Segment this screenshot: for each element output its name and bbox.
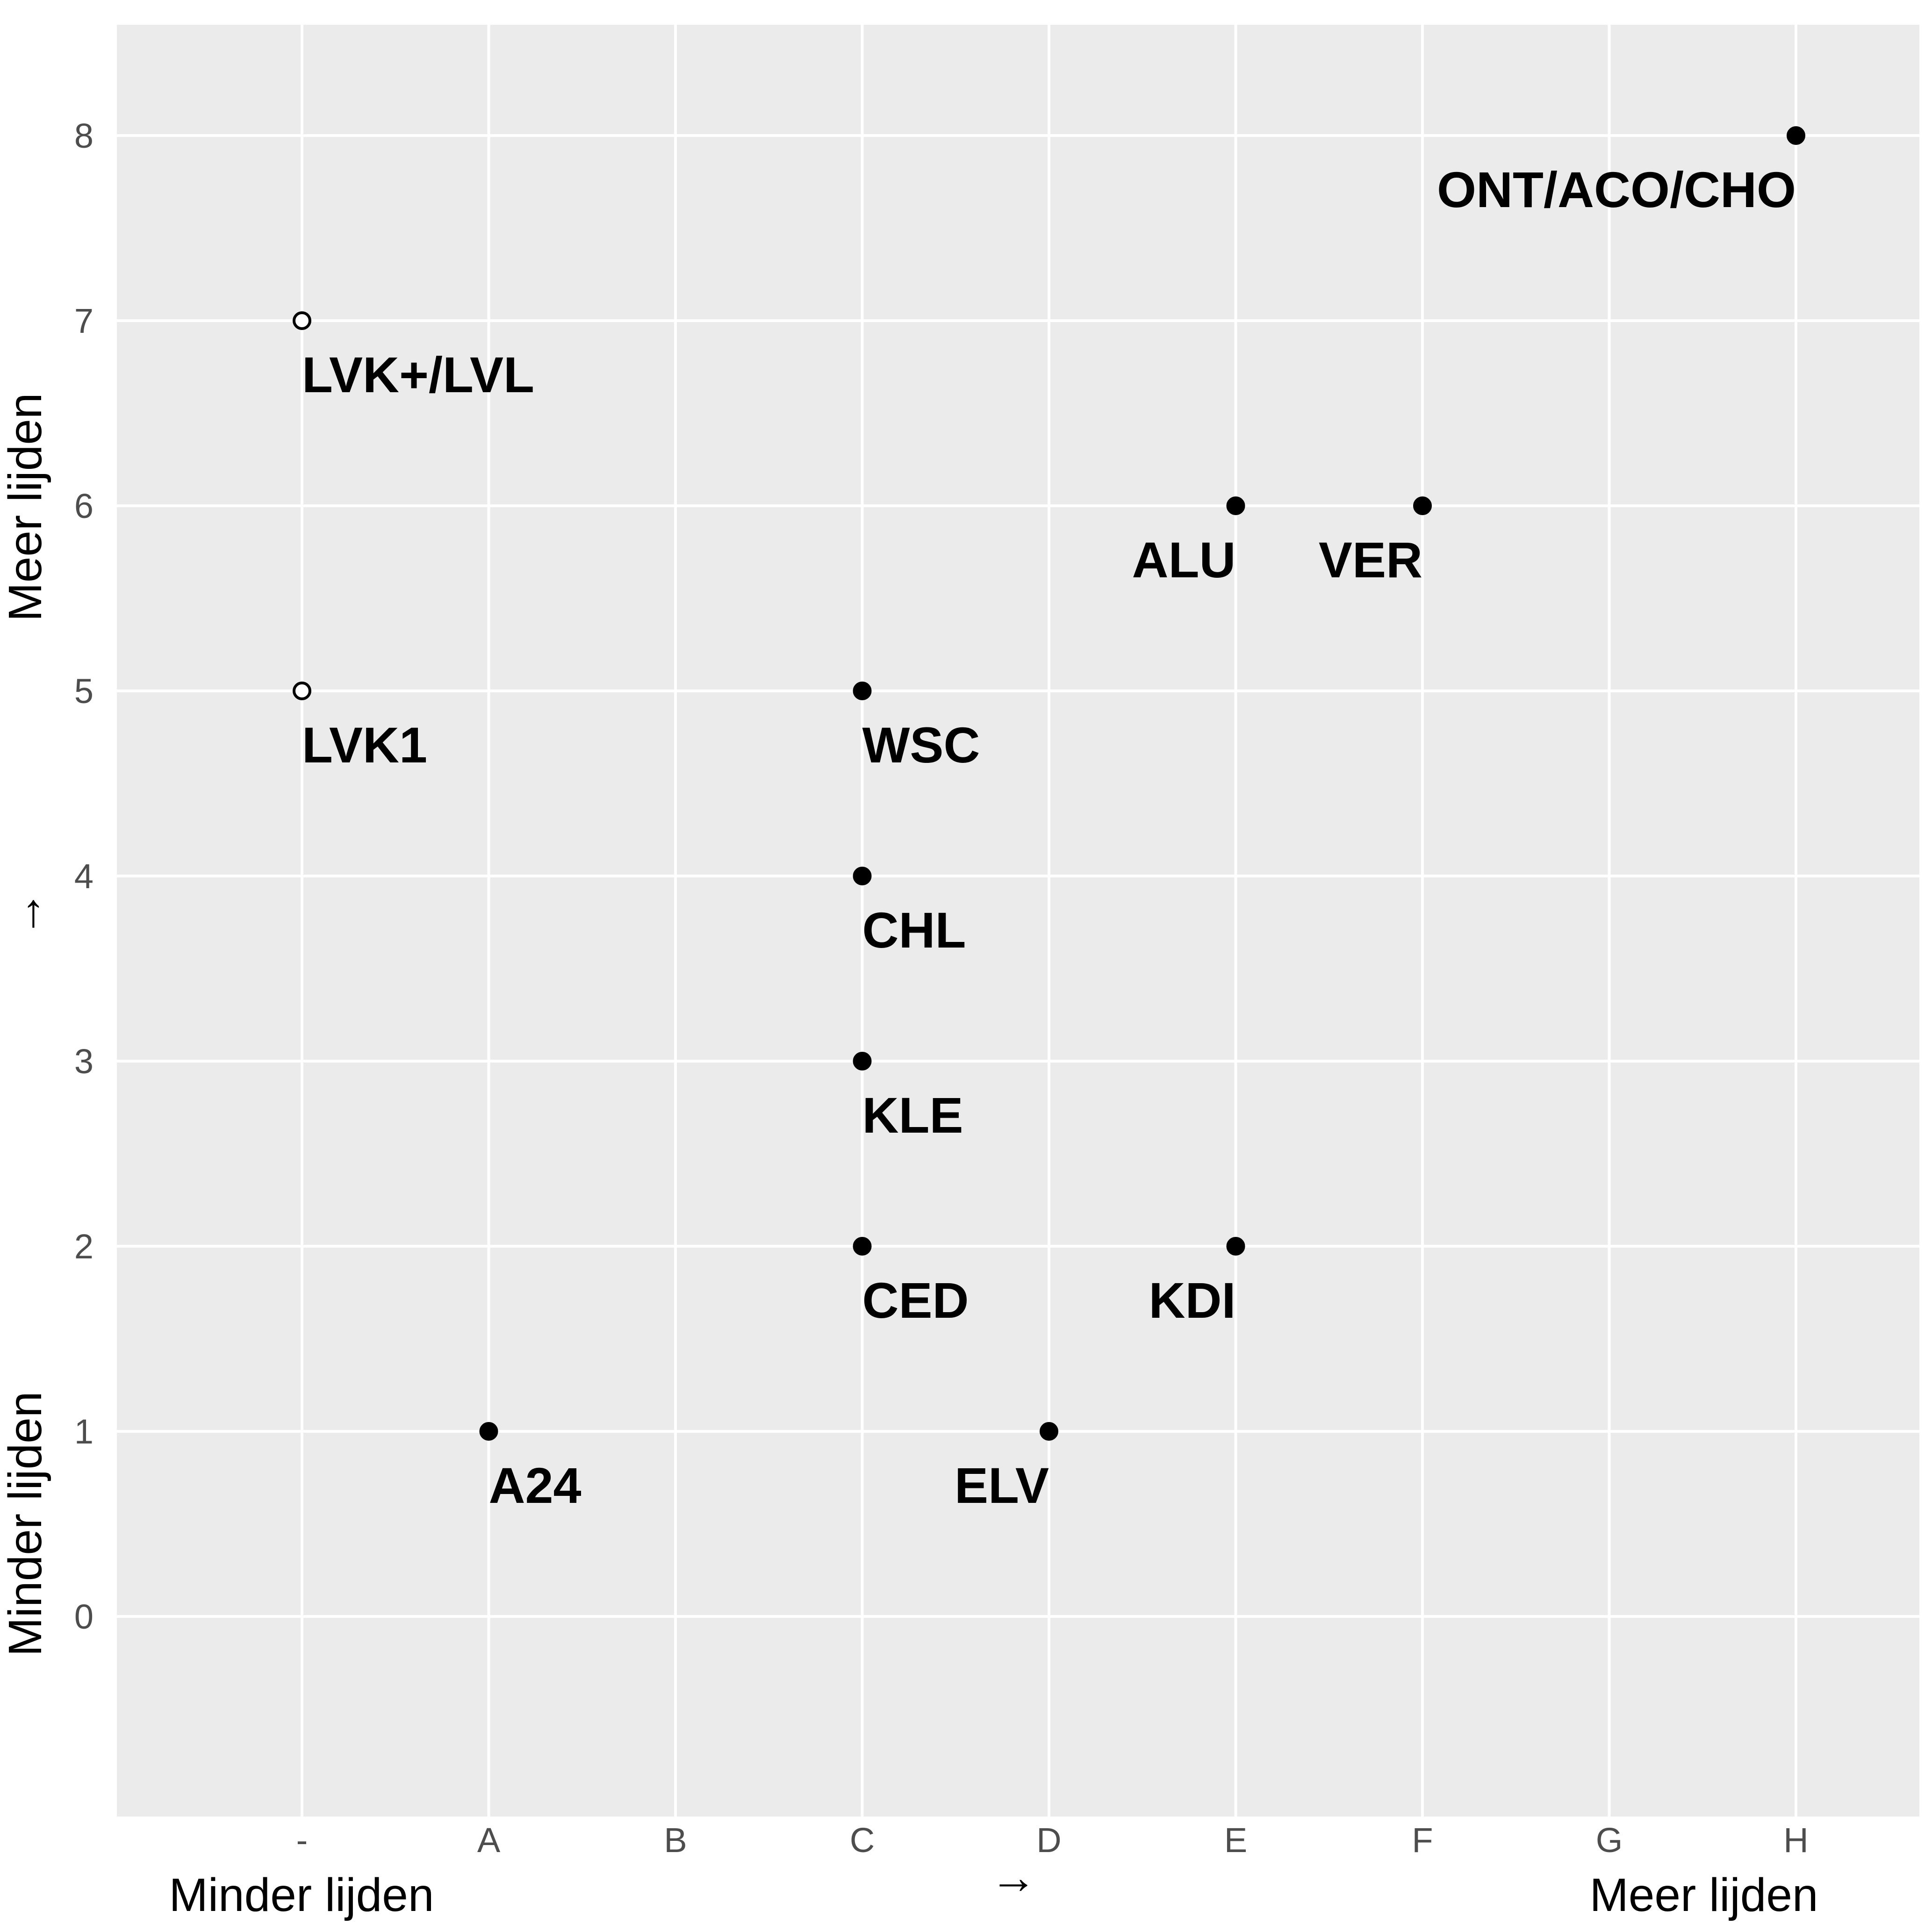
point-label: ELV xyxy=(955,1457,1049,1514)
x-tick-label: B xyxy=(664,1821,687,1860)
point-label: A24 xyxy=(489,1457,582,1514)
y-tick-label: 0 xyxy=(74,1597,93,1636)
point-label: ALU xyxy=(1132,531,1236,588)
data-point xyxy=(293,311,311,330)
y-tick-label: 4 xyxy=(74,857,93,896)
x-tick-label: F xyxy=(1412,1821,1433,1860)
x-tick-label: C xyxy=(850,1821,875,1860)
y-tick-label: 8 xyxy=(74,116,93,155)
y-axis-label-top: Meer lijden xyxy=(0,393,51,621)
plot-panel xyxy=(117,25,1919,1817)
point-label: VER xyxy=(1319,531,1422,588)
x-tick-label: G xyxy=(1596,1821,1623,1860)
point-labels: LVK+/LVL LVK1 A24 WSC CHL KLE CED ELV ALU KDI VER O… xyxy=(302,161,1796,1514)
data-point xyxy=(1226,1237,1245,1256)
point-label: CED xyxy=(862,1272,969,1329)
y-tick-label: 5 xyxy=(74,672,93,711)
data-point xyxy=(853,682,872,700)
data-point xyxy=(853,1237,872,1256)
y-axis-label-bottom: Minder lijden xyxy=(0,1392,51,1657)
point-label: KDI xyxy=(1149,1272,1236,1329)
x-tick-label: D xyxy=(1036,1821,1061,1860)
data-point xyxy=(1040,1422,1058,1441)
x-axis-label-right: Meer lijden xyxy=(1589,1869,1818,1921)
point-label: KLE xyxy=(862,1087,963,1143)
y-tick-label: 7 xyxy=(74,302,93,340)
data-points xyxy=(293,126,1805,1441)
grid-lines xyxy=(117,25,1919,1817)
y-tick-labels: 0 1 2 3 4 5 6 7 8 xyxy=(74,116,93,1636)
y-tick-label: 2 xyxy=(74,1227,93,1266)
point-label: ONT/ACO/CHO xyxy=(1437,161,1796,218)
x-tick-label: E xyxy=(1224,1821,1247,1860)
y-tick-label: 6 xyxy=(74,487,93,525)
point-label: WSC xyxy=(862,717,980,773)
x-tick-label: - xyxy=(296,1821,308,1860)
y-tick-label: 3 xyxy=(74,1042,93,1081)
data-point xyxy=(479,1422,498,1441)
x-tick-label: A xyxy=(477,1821,501,1860)
data-point xyxy=(1413,496,1432,515)
x-axis-label-left: Minder lijden xyxy=(169,1869,434,1921)
data-point xyxy=(1226,496,1245,515)
data-point xyxy=(853,867,872,885)
x-axis-arrow: → xyxy=(990,1851,1037,1903)
y-tick-label: 1 xyxy=(74,1412,93,1451)
data-point xyxy=(853,1052,872,1070)
point-label: LVK1 xyxy=(302,717,427,773)
x-tick-label: H xyxy=(1783,1821,1808,1860)
y-axis-arrow: → xyxy=(0,891,51,937)
data-point xyxy=(293,682,311,700)
point-label: CHL xyxy=(862,902,966,958)
data-point xyxy=(1787,126,1805,145)
point-label: LVK+/LVL xyxy=(302,346,534,403)
